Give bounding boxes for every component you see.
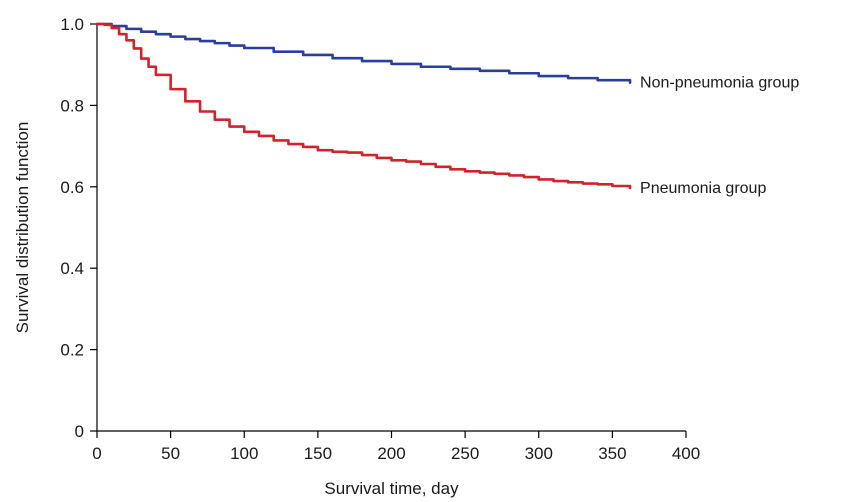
x-tick-label: 150 (304, 444, 332, 463)
x-tick-label: 200 (377, 444, 405, 463)
x-tick-label: 300 (525, 444, 553, 463)
y-axis-title: Survival distribution function (13, 122, 32, 334)
x-ticks: 0 50 100 150 200 250 300 350 400 (92, 431, 700, 463)
series-layer (95, 22, 632, 190)
y-ticks: 0 0.2 0.4 0.6 0.8 1.0 (60, 15, 97, 441)
series-labels: Non-pneumonia group Pneumonia group (640, 75, 799, 197)
x-tick-label: 250 (451, 444, 479, 463)
x-tick-label: 0 (92, 444, 101, 463)
x-axis-title: Survival time, day (324, 479, 459, 498)
y-tick-label: 0.2 (60, 341, 84, 360)
pneumonia-group-label: Pneumonia group (640, 180, 766, 197)
x-tick-label: 50 (161, 444, 180, 463)
x-tick-label: 350 (598, 444, 626, 463)
y-tick-label: 0.4 (60, 259, 84, 278)
axes (96, 24, 686, 432)
non-pneumonia-group-line (95, 22, 632, 84)
y-tick-label: 0.6 (60, 178, 84, 197)
x-tick-label: 100 (230, 444, 258, 463)
y-tick-label: 0 (75, 422, 84, 441)
pneumonia-group-line (95, 22, 632, 190)
y-tick-label: 0.8 (60, 96, 84, 115)
non-pneumonia-group-label: Non-pneumonia group (640, 75, 799, 92)
y-tick-label: 1.0 (60, 15, 84, 34)
x-tick-label: 400 (672, 444, 700, 463)
